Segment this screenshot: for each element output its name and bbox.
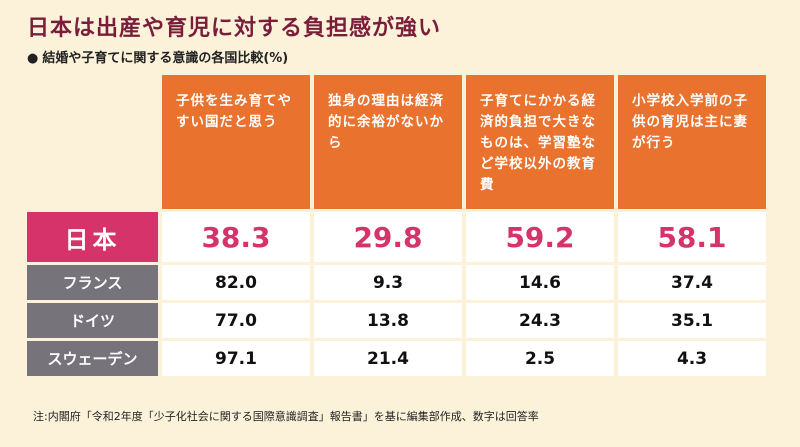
comparison-table-wrap: 子供を生み育てやすい国だと思う 独身の理由は経済的に余裕がないから 子育てにかか…	[27, 75, 766, 376]
column-header-single-reason: 独身の理由は経済的に余裕がないから	[314, 75, 462, 209]
row-header-sweden: スウェーデン	[27, 341, 158, 376]
table-cell: 59.2	[466, 212, 614, 262]
row-header-germany: ドイツ	[27, 303, 158, 338]
row-header-japan: 日本	[27, 212, 158, 262]
table-cell: 58.1	[618, 212, 766, 262]
table-cell: 9.3	[314, 265, 462, 300]
bullet-icon: ●	[27, 51, 39, 66]
table-cell: 21.4	[314, 341, 462, 376]
table-cell: 4.3	[618, 341, 766, 376]
header-row: 子供を生み育てやすい国だと思う 独身の理由は経済的に余裕がないから 子育てにかか…	[27, 75, 766, 209]
table-cell: 77.0	[162, 303, 310, 338]
table-cell: 14.6	[466, 265, 614, 300]
table-cell: 13.8	[314, 303, 462, 338]
row-header-france: フランス	[27, 265, 158, 300]
corner-cell	[27, 75, 158, 209]
table-row-germany: ドイツ 77.0 13.8 24.3 35.1	[27, 303, 766, 338]
table-cell: 97.1	[162, 341, 310, 376]
table-cell: 35.1	[618, 303, 766, 338]
column-header-easy-to-raise: 子供を生み育てやすい国だと思う	[162, 75, 310, 209]
table-cell: 38.3	[162, 212, 310, 262]
column-header-education-cost: 子育てにかかる経済的負担で大きなものは、学習塾など学校以外の教育費	[466, 75, 614, 209]
table-cell: 82.0	[162, 265, 310, 300]
table-row-sweden: スウェーデン 97.1 21.4 2.5 4.3	[27, 341, 766, 376]
column-header-wife-childcare: 小学校入学前の子供の育児は主に妻が行う	[618, 75, 766, 209]
page-title: 日本は出産や育児に対する負担感が強い	[27, 16, 442, 41]
source-note: 注:内閣府「令和2年度「少子化社会に関する国際意識調査」報告書」を基に編集部作成…	[33, 410, 539, 423]
page-subtitle: ● 結婚や子育てに関する意識の各国比較(%)	[27, 47, 288, 66]
table-cell: 2.5	[466, 341, 614, 376]
comparison-table: 子供を生み育てやすい国だと思う 独身の理由は経済的に余裕がないから 子育てにかか…	[23, 72, 770, 379]
table-cell: 24.3	[466, 303, 614, 338]
table-row-france: フランス 82.0 9.3 14.6 37.4	[27, 265, 766, 300]
table-cell: 37.4	[618, 265, 766, 300]
table-cell: 29.8	[314, 212, 462, 262]
table-row-japan: 日本 38.3 29.8 59.2 58.1	[27, 212, 766, 262]
subtitle-text: 結婚や子育てに関する意識の各国比較(%)	[42, 51, 289, 66]
